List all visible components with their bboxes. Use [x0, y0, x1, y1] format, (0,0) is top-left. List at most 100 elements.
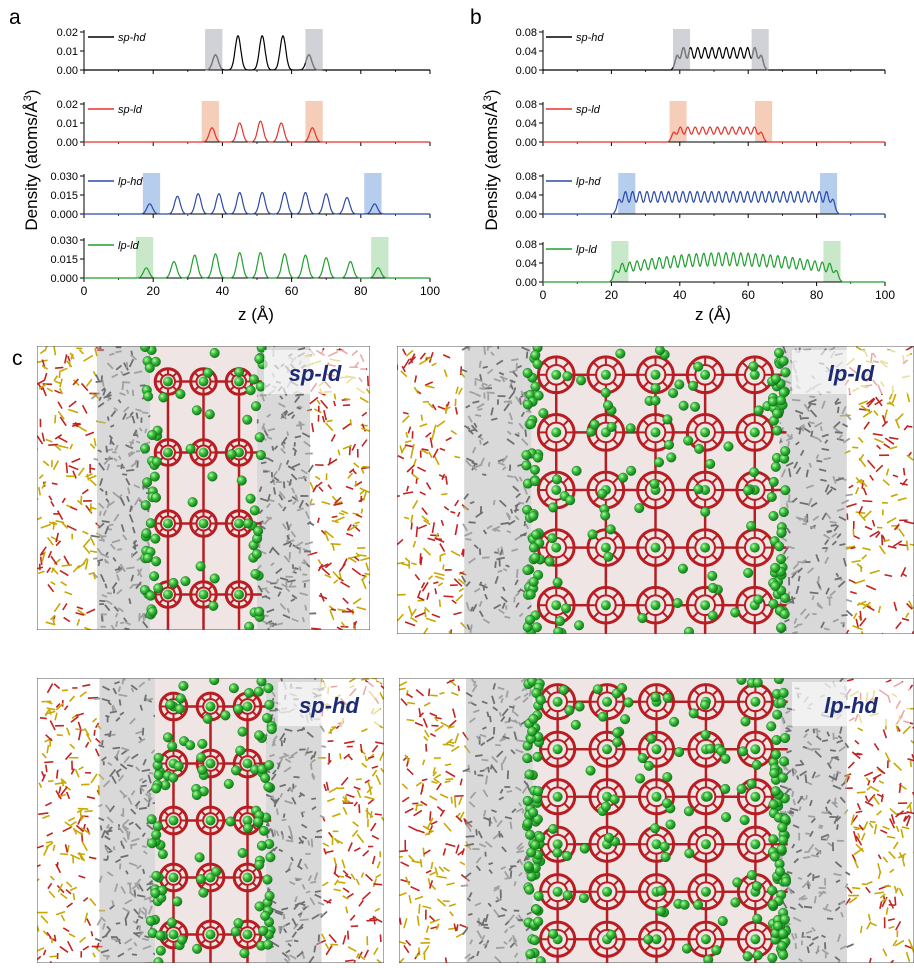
cation-ball — [156, 946, 166, 956]
organic-bond — [480, 361, 481, 368]
cation-ball — [153, 583, 163, 593]
organic-bond — [121, 464, 122, 469]
organic-bond — [306, 671, 307, 679]
cation-ball — [778, 950, 788, 960]
cation-ball — [163, 377, 173, 387]
cation-ball — [531, 382, 541, 392]
y-tick-label-lp-hd: 0.08 — [516, 171, 537, 183]
cation-ball — [606, 525, 616, 535]
organic-bond — [272, 446, 273, 451]
cation-ball — [651, 543, 661, 553]
cation-ball — [561, 604, 571, 614]
organic-bond — [505, 878, 511, 879]
organic-bond — [483, 367, 488, 368]
organic-bond — [800, 415, 801, 420]
cation-ball — [750, 697, 760, 707]
cation-ball — [146, 518, 156, 528]
cation-ball — [545, 557, 555, 567]
organic-bond — [469, 522, 476, 523]
organic-bond — [300, 547, 301, 554]
cation-ball — [571, 720, 581, 730]
cation-ball — [664, 440, 674, 450]
organic-bond — [498, 548, 499, 554]
mineral-bond — [91, 931, 92, 936]
cation-ball — [531, 553, 541, 563]
cation-ball — [536, 695, 546, 705]
cation-ball — [526, 949, 536, 959]
cation-ball — [548, 929, 558, 939]
cation-ball — [601, 370, 611, 380]
mineral-bond — [425, 609, 426, 617]
cation-ball — [652, 744, 662, 754]
organic-bond — [808, 422, 814, 423]
mineral-bond — [423, 848, 424, 857]
cation-ball — [777, 528, 787, 538]
organic-bond — [507, 791, 512, 792]
cation-ball — [700, 543, 710, 553]
cation-ball — [258, 926, 268, 936]
cation-ball — [199, 888, 209, 898]
cation-ball — [251, 401, 261, 411]
y-tick-label-sp-ld: 0.02 — [57, 99, 78, 111]
cation-ball — [693, 900, 703, 910]
cation-ball — [234, 377, 244, 387]
organic-bond — [277, 808, 278, 814]
cation-ball — [158, 849, 168, 859]
legend-label-sp-hd: sp-hd — [118, 32, 146, 44]
cation-ball — [780, 446, 790, 456]
cation-ball — [774, 542, 784, 552]
snapshot-label-sp-ld: sp-ld — [289, 361, 342, 386]
cation-ball — [150, 472, 160, 482]
mineral-bond — [331, 727, 336, 728]
organic-bond — [795, 933, 796, 938]
organic-bond — [274, 830, 275, 836]
organic-bond — [803, 857, 810, 858]
cation-ball — [254, 860, 264, 870]
cation-ball — [253, 817, 263, 827]
mineral-bond — [375, 814, 382, 815]
cation-ball — [155, 931, 165, 941]
cation-ball — [525, 615, 535, 625]
cation-ball — [778, 835, 788, 845]
mineral-bond — [907, 426, 912, 427]
y-tick-label-sp-hd: 0.01 — [57, 46, 78, 58]
cation-ball — [652, 792, 662, 802]
cation-ball — [656, 906, 666, 916]
mineral-bond — [373, 884, 382, 885]
organic-bond — [137, 461, 138, 468]
x-tick-label: 80 — [810, 288, 824, 302]
cation-ball — [553, 578, 563, 588]
cation-ball — [199, 519, 209, 529]
organic-bond — [122, 474, 127, 475]
organic-bond — [818, 827, 822, 828]
organic-bond — [480, 771, 484, 772]
cation-ball — [688, 381, 698, 391]
cation-ball — [188, 497, 198, 507]
mineral-bond — [441, 494, 447, 495]
organic-bond — [797, 776, 798, 780]
mineral-bond — [860, 611, 861, 620]
cation-ball — [769, 511, 779, 521]
cation-ball — [151, 888, 161, 898]
organic-bond — [841, 623, 845, 624]
organic-bond — [501, 342, 505, 346]
cation-ball — [743, 568, 753, 578]
cation-ball — [231, 766, 241, 776]
organic-bond — [837, 824, 838, 829]
cation-ball — [618, 473, 628, 483]
cation-ball — [265, 700, 275, 710]
cation-ball — [781, 485, 791, 495]
y-tick-label-lp-hd: 0.030 — [50, 171, 78, 183]
cation-ball — [196, 874, 206, 884]
cation-ball — [610, 795, 620, 805]
organic-bond — [461, 885, 468, 886]
shaded-region-sp-hd-1 — [305, 29, 322, 70]
cation-ball — [237, 476, 247, 486]
organic-bond — [124, 675, 125, 681]
organic-bond — [792, 791, 793, 797]
cation-ball — [176, 694, 186, 704]
cation-ball — [234, 519, 244, 529]
cation-ball — [531, 350, 541, 360]
